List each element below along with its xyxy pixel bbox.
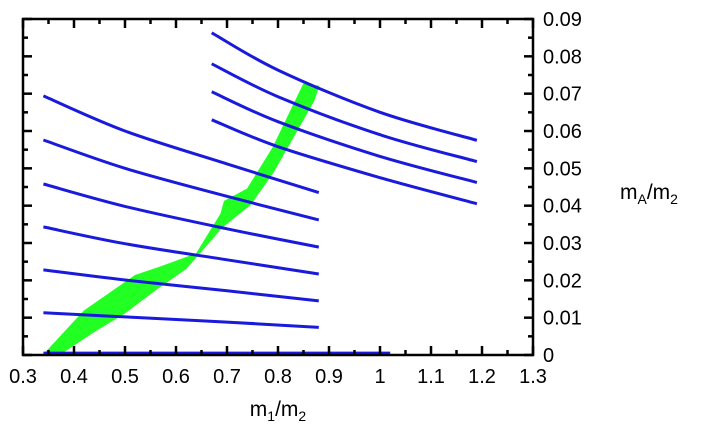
y-tick-label: 0.04 bbox=[543, 196, 582, 218]
x-axis-label-sub2: 2 bbox=[298, 408, 306, 424]
x-tick-label: 0.9 bbox=[315, 366, 343, 388]
y-tick-label: 0.03 bbox=[543, 233, 582, 255]
y-tick-label: 0.07 bbox=[543, 84, 582, 106]
uncertainty-band-layer bbox=[42, 83, 320, 356]
x-tick-label: 0.5 bbox=[111, 366, 139, 388]
y-tick-label: 0.06 bbox=[543, 121, 582, 143]
x-tick-label: 1.3 bbox=[519, 366, 547, 388]
y-axis-label: mA/m2 bbox=[620, 181, 678, 207]
x-tick-label: 0.8 bbox=[264, 366, 292, 388]
y-axis-label-base: m bbox=[620, 181, 638, 204]
y-tick-label: 0.09 bbox=[543, 9, 582, 31]
curve-lines-layer bbox=[42, 31, 478, 355]
x-tick-label: 0.3 bbox=[9, 366, 37, 388]
x-axis-label-sub: 1 bbox=[267, 408, 275, 424]
x-tick-label: 1.1 bbox=[417, 366, 445, 388]
series-line-4 bbox=[43, 225, 320, 276]
y-tick-label: 0.08 bbox=[543, 46, 582, 68]
x-axis-label-rest: /m bbox=[275, 398, 298, 421]
y-axis-label-sub: A bbox=[638, 191, 648, 207]
x-tick-label: 1 bbox=[374, 366, 385, 388]
tick-labels-layer: 0.3 0.4 0.5 0.6 0.7 0.8 0.9 1 1.1 1.2 1.30 0.01 0.02… bbox=[9, 9, 582, 388]
series-line-2 bbox=[43, 311, 319, 329]
y-tick-label: 0 bbox=[543, 345, 554, 367]
x-tick-label: 1.2 bbox=[468, 366, 496, 388]
series-line-8 bbox=[210, 31, 478, 142]
series-line-9 bbox=[211, 62, 478, 164]
series-line-5 bbox=[43, 182, 320, 249]
x-tick-label: 0.6 bbox=[162, 366, 190, 388]
y-axis-label-rest: /m bbox=[647, 181, 670, 204]
uncertainty-band bbox=[42, 83, 320, 356]
x-axis-label-base: m bbox=[250, 398, 268, 421]
series-line-10 bbox=[211, 90, 478, 184]
x-tick-label: 0.7 bbox=[213, 366, 241, 388]
y-tick-label: 0.02 bbox=[543, 270, 582, 292]
y-tick-label: 0.05 bbox=[543, 158, 582, 180]
y-axis-label-sub2: 2 bbox=[670, 191, 678, 207]
series-line-6 bbox=[42, 138, 320, 222]
axis-ticks-layer bbox=[21, 17, 535, 357]
x-tick-label: 0.4 bbox=[60, 366, 88, 388]
y-tick-label: 0.01 bbox=[543, 308, 582, 330]
series-line-11 bbox=[211, 118, 478, 206]
series-line-7 bbox=[42, 94, 320, 195]
series-line-3 bbox=[43, 268, 319, 303]
x-axis-label: m1/m2 bbox=[250, 398, 307, 424]
